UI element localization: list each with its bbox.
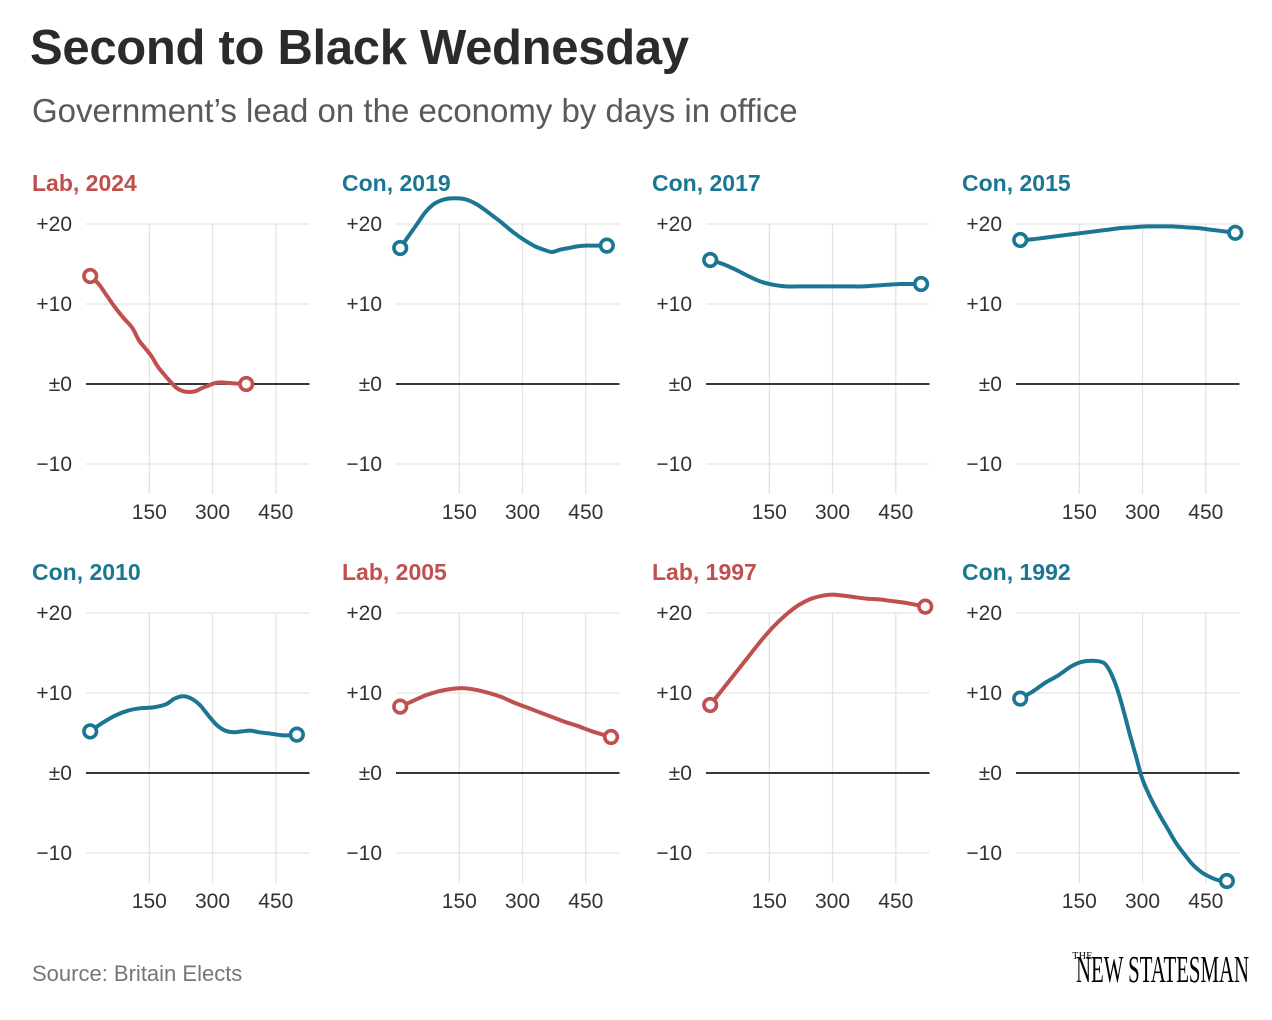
svg-text:+10: +10 xyxy=(346,293,382,316)
svg-text:−10: −10 xyxy=(346,453,382,476)
svg-text:+10: +10 xyxy=(966,682,1002,705)
svg-text:−10: −10 xyxy=(656,453,692,476)
svg-text:+20: +20 xyxy=(966,602,1002,625)
svg-text:300: 300 xyxy=(505,890,540,913)
svg-text:150: 150 xyxy=(752,890,787,913)
svg-text:150: 150 xyxy=(442,890,477,913)
svg-text:+20: +20 xyxy=(36,213,72,236)
svg-text:+10: +10 xyxy=(346,682,382,705)
svg-text:450: 450 xyxy=(1188,890,1223,913)
svg-text:+20: +20 xyxy=(346,213,382,236)
svg-text:300: 300 xyxy=(505,501,540,524)
svg-text:300: 300 xyxy=(195,890,230,913)
svg-text:±0: ±0 xyxy=(979,373,1002,396)
svg-text:150: 150 xyxy=(132,890,167,913)
svg-text:+10: +10 xyxy=(656,682,692,705)
svg-text:±0: ±0 xyxy=(49,373,72,396)
svg-text:150: 150 xyxy=(132,501,167,524)
svg-text:−10: −10 xyxy=(346,842,382,865)
svg-text:150: 150 xyxy=(442,501,477,524)
svg-text:450: 450 xyxy=(258,501,293,524)
svg-text:450: 450 xyxy=(258,890,293,913)
svg-text:±0: ±0 xyxy=(49,762,72,785)
svg-text:300: 300 xyxy=(195,501,230,524)
svg-text:300: 300 xyxy=(815,890,850,913)
svg-text:150: 150 xyxy=(1062,890,1097,913)
svg-text:+10: +10 xyxy=(36,293,72,316)
svg-text:450: 450 xyxy=(878,890,913,913)
svg-text:150: 150 xyxy=(752,501,787,524)
svg-text:+20: +20 xyxy=(346,602,382,625)
svg-text:−10: −10 xyxy=(36,842,72,865)
svg-text:450: 450 xyxy=(568,501,603,524)
svg-text:±0: ±0 xyxy=(979,762,1002,785)
svg-text:+10: +10 xyxy=(656,293,692,316)
svg-text:+20: +20 xyxy=(966,213,1002,236)
svg-text:−10: −10 xyxy=(966,453,1002,476)
svg-text:450: 450 xyxy=(568,890,603,913)
svg-text:+20: +20 xyxy=(656,602,692,625)
svg-text:−10: −10 xyxy=(656,842,692,865)
svg-text:450: 450 xyxy=(1188,501,1223,524)
svg-text:±0: ±0 xyxy=(669,373,692,396)
svg-text:300: 300 xyxy=(815,501,850,524)
svg-text:±0: ±0 xyxy=(669,762,692,785)
svg-text:±0: ±0 xyxy=(359,373,382,396)
svg-text:±0: ±0 xyxy=(359,762,382,785)
svg-text:−10: −10 xyxy=(966,842,1002,865)
svg-text:−10: −10 xyxy=(36,453,72,476)
svg-text:+10: +10 xyxy=(966,293,1002,316)
svg-text:+20: +20 xyxy=(656,213,692,236)
svg-text:+20: +20 xyxy=(36,602,72,625)
svg-text:450: 450 xyxy=(878,501,913,524)
svg-text:+10: +10 xyxy=(36,682,72,705)
svg-text:150: 150 xyxy=(1062,501,1097,524)
svg-text:300: 300 xyxy=(1125,501,1160,524)
svg-text:300: 300 xyxy=(1125,890,1160,913)
